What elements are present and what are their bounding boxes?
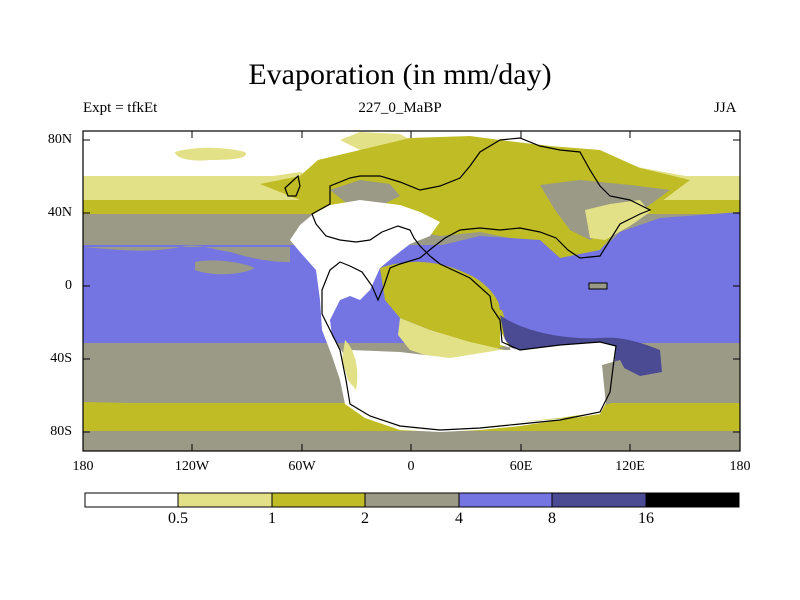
colorbar-label-2: 2 [361, 510, 369, 527]
white-desert-south [345, 342, 616, 430]
lon-label-60e: 60E [509, 459, 533, 474]
time-label: 227_0_MaBP [358, 100, 442, 116]
gray-tongue-pacific [83, 245, 290, 262]
coastline-island [284, 174, 301, 197]
lon-label-120e: 120E [615, 459, 645, 474]
north-continent-gray-west [330, 180, 400, 206]
colorbar-box-0 [84, 492, 179, 508]
colorbar-label-16: 16 [638, 510, 654, 527]
colorbar-box-4 [458, 492, 553, 508]
lat-label-40n: 40N [47, 205, 72, 220]
colorbar [84, 492, 740, 508]
colorbar-box-2 [271, 492, 366, 508]
olive-fringe-south-west [83, 402, 360, 430]
evaporation-field [83, 131, 740, 451]
axis-ticks [82, 131, 741, 451]
blue-ocean-east [430, 212, 740, 310]
lat-label-80s: 80S [50, 424, 72, 439]
colorbar-label-4: 4 [455, 510, 463, 527]
tropical-olive-region [380, 261, 510, 350]
light-patch-arctic [175, 147, 246, 161]
season-label: JJA [714, 100, 737, 116]
lon-label-120w: 120W [174, 459, 210, 474]
light-patch-desert-west [342, 340, 358, 390]
band-gray-polar-south [83, 431, 740, 451]
lon-label-60w: 60W [288, 459, 316, 474]
lon-label-0: 0 [407, 459, 415, 474]
lat-label-0: 0 [65, 278, 72, 293]
lon-label-180w: 180 [72, 459, 94, 474]
white-desert-region [290, 200, 616, 432]
colorbar-box-5 [551, 492, 647, 508]
lat-label-80n: 80N [47, 132, 72, 147]
gray-patch-pacific [195, 260, 255, 275]
tropical-light-region [398, 318, 515, 362]
colorbar-box-1 [177, 492, 273, 508]
lon-label-180e: 180 [729, 459, 751, 474]
colorbar-label-0-5: 0.5 [168, 510, 188, 527]
experiment-label: Expt = tfkEt [83, 100, 158, 116]
light-patch-east-asia [585, 200, 650, 240]
lat-label-40s: 40S [50, 351, 72, 366]
coastline-main [311, 137, 652, 431]
colorbar-box-3 [364, 492, 460, 508]
colorbar-box-6 [645, 492, 740, 508]
map-title: Evaporation (in mm/day) [248, 58, 552, 91]
colorbar-label-8: 8 [548, 510, 556, 527]
colorbar-label-1: 1 [268, 510, 276, 527]
coastline-small-island [588, 282, 608, 290]
